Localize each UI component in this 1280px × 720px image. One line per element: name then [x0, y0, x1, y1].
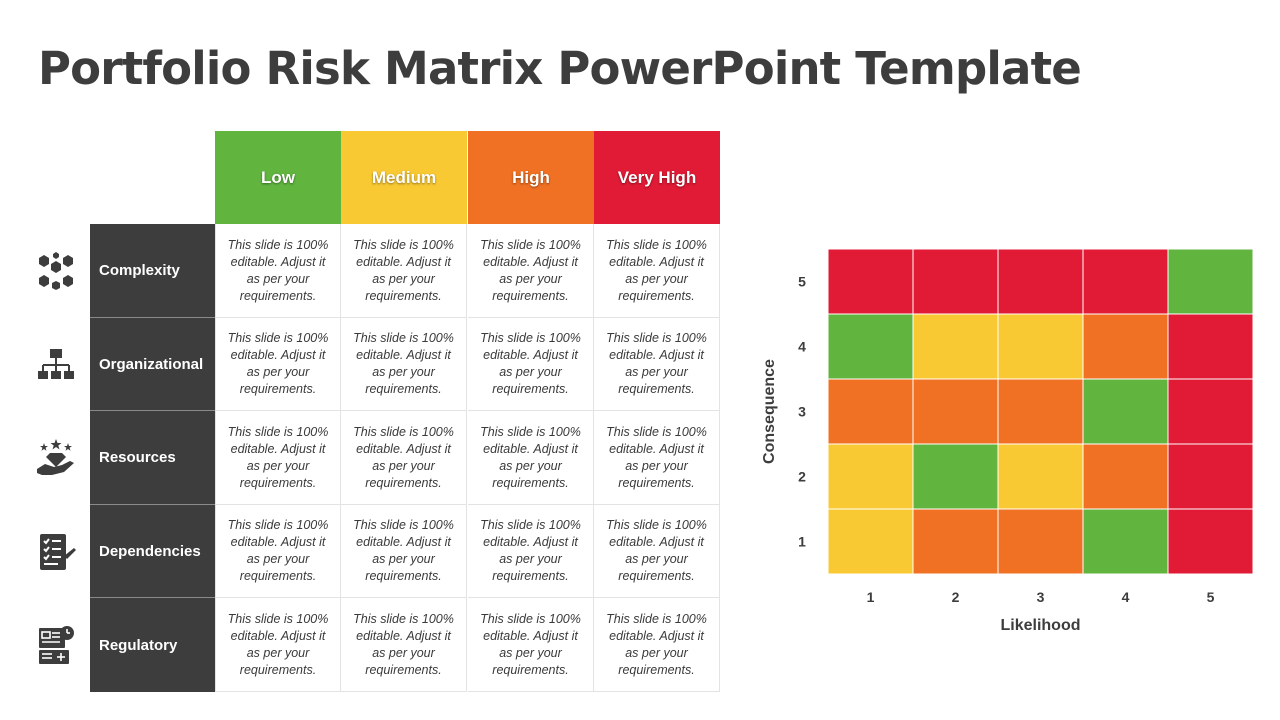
table-cell: This slide is 100% editable. Adjust it a… [215, 318, 341, 411]
x-tick-label: 5 [1207, 589, 1215, 605]
table-cell: This slide is 100% editable. Adjust it a… [468, 598, 594, 692]
heatmap-cell [827, 443, 914, 510]
table-cell: This slide is 100% editable. Adjust it a… [468, 224, 594, 318]
heatmap-cell [1167, 508, 1254, 575]
header-high: High [468, 131, 594, 224]
table-cell: This slide is 100% editable. Adjust it a… [341, 505, 467, 598]
row-label-organizational: Organizational [90, 318, 215, 411]
heatmap-cell [827, 378, 914, 445]
header-very-high: Very High [594, 131, 720, 224]
y-tick-label: 5 [798, 274, 806, 290]
row-label-complexity: Complexity [90, 224, 215, 318]
heatmap-cell [827, 313, 914, 380]
table-cell: This slide is 100% editable. Adjust it a… [468, 411, 594, 505]
table-cell: This slide is 100% editable. Adjust it a… [341, 598, 467, 692]
table-cell: This slide is 100% editable. Adjust it a… [215, 505, 341, 598]
heatmap-cell [997, 508, 1084, 575]
table-cell: This slide is 100% editable. Adjust it a… [468, 318, 594, 411]
heatmap-cell [1082, 378, 1169, 445]
heatmap-cell [997, 443, 1084, 510]
org-chart-icon [34, 343, 78, 387]
heatmap-cell [912, 443, 999, 510]
heatmap-cell [1167, 443, 1254, 510]
heatmap-cell [1167, 378, 1254, 445]
table-cell: This slide is 100% editable. Adjust it a… [594, 505, 720, 598]
y-tick-label: 3 [798, 404, 806, 420]
x-tick-label: 3 [1037, 589, 1045, 605]
regulatory-document-icon [34, 623, 78, 667]
heatmap-cell [827, 248, 914, 315]
heatmap-cell [1167, 248, 1254, 315]
x-tick-label: 4 [1122, 589, 1130, 605]
y-tick-label: 4 [798, 339, 806, 355]
checklist-icon [34, 530, 78, 574]
heatmap-cell [1082, 508, 1169, 575]
table-cell: This slide is 100% editable. Adjust it a… [215, 411, 341, 505]
heatmap-cell [1167, 313, 1254, 380]
header-low: Low [215, 131, 341, 224]
heatmap-cell [912, 313, 999, 380]
table-cell: This slide is 100% editable. Adjust it a… [594, 224, 720, 318]
page-title: Portfolio Risk Matrix PowerPoint Templat… [38, 42, 1082, 95]
heatmap-cell [912, 248, 999, 315]
heatmap-cell [827, 508, 914, 575]
heatmap-cell [997, 313, 1084, 380]
heatmap-cell [997, 248, 1084, 315]
row-label-regulatory: Regulatory [90, 598, 215, 692]
heatmap-cell [1082, 443, 1169, 510]
header-medium: Medium [341, 131, 467, 224]
y-axis-label: Consequence [761, 359, 778, 464]
table-cell: This slide is 100% editable. Adjust it a… [215, 224, 341, 318]
x-tick-label: 1 [867, 589, 875, 605]
table-cell: This slide is 100% editable. Adjust it a… [215, 598, 341, 692]
heatmap-cell [1082, 313, 1169, 380]
heatmap-cell [997, 378, 1084, 445]
table-cell: This slide is 100% editable. Adjust it a… [594, 598, 720, 692]
table-cell: This slide is 100% editable. Adjust it a… [341, 318, 467, 411]
x-tick-label: 2 [952, 589, 960, 605]
x-axis-label: Likelihood [1001, 617, 1081, 634]
heatmap-cell [912, 378, 999, 445]
row-label-resources: Resources [90, 411, 215, 505]
risk-heatmap: 1 2 3 4 5 1 2 3 4 5 Likelihood Consequence [761, 248, 1254, 634]
table-cell: This slide is 100% editable. Adjust it a… [341, 224, 467, 318]
row-label-dependencies: Dependencies [90, 505, 215, 598]
table-cell: This slide is 100% editable. Adjust it a… [594, 318, 720, 411]
table-cell: This slide is 100% editable. Adjust it a… [341, 411, 467, 505]
hand-diamond-icon [34, 436, 78, 480]
hexagon-network-icon [34, 249, 78, 293]
y-tick-label: 2 [798, 469, 806, 485]
y-tick-label: 1 [798, 534, 806, 550]
heatmap-cell [1082, 248, 1169, 315]
heatmap-cell [912, 508, 999, 575]
table-cell: This slide is 100% editable. Adjust it a… [594, 411, 720, 505]
table-cell: This slide is 100% editable. Adjust it a… [468, 505, 594, 598]
